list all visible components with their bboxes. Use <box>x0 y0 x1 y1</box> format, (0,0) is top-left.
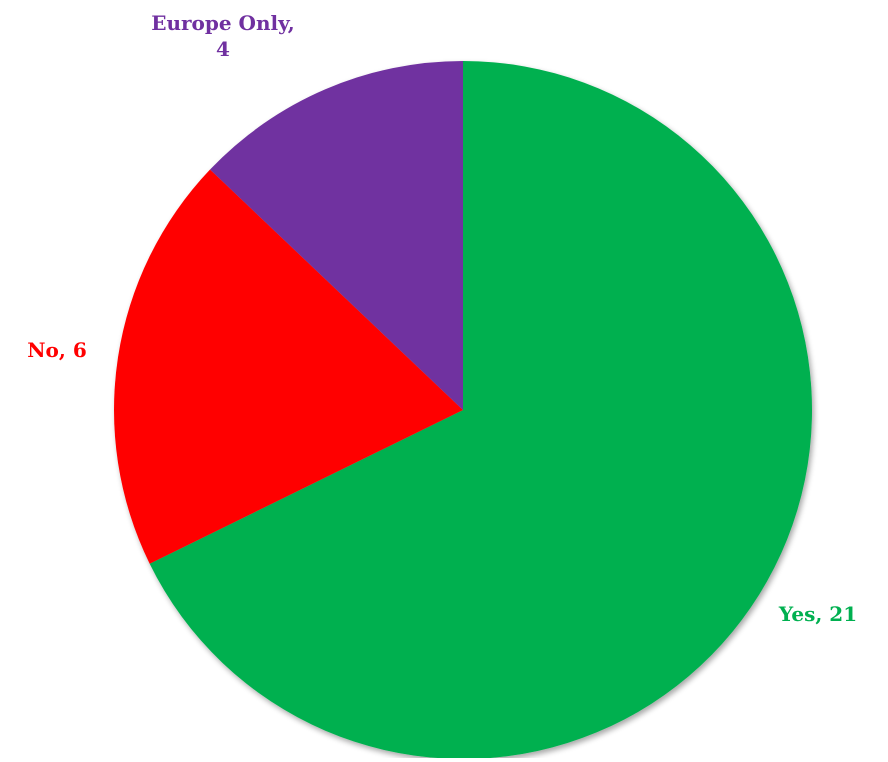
pie-data-labels: Yes, 21 No, 6 Europe Only, 4 <box>27 11 857 626</box>
data-label-europe-only: Europe Only, 4 <box>151 11 295 61</box>
pie-slices <box>114 61 813 759</box>
data-label-yes: Yes, 21 <box>778 602 857 626</box>
pie-slice-yes <box>149 61 813 759</box>
pie-slice-europe-only <box>210 61 463 410</box>
data-label-no: No, 6 <box>27 338 86 362</box>
pie-slice-no <box>114 169 463 564</box>
